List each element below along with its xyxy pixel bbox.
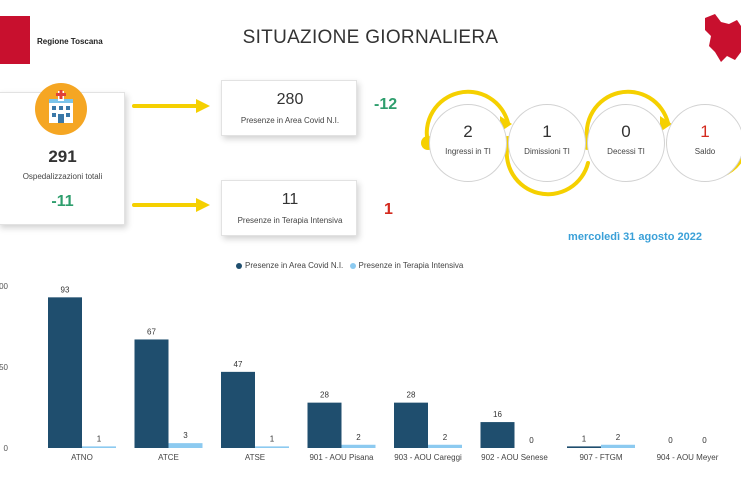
page-title: SITUAZIONE GIORNALIERA — [242, 27, 499, 48]
covid-area-delta: -12 — [374, 96, 398, 113]
covid-area-label: Presenze in Area Covid N.I. — [240, 116, 340, 125]
y-tick-label: 100 — [0, 282, 9, 291]
data-label: 28 — [320, 391, 329, 400]
total-hospitalizations-label: Ospedalizzazioni totali — [22, 172, 103, 181]
intensive-care-label: Presenze in Terapia Intensiva — [237, 216, 343, 225]
covid-area-card: 280 Presenze in Area Covid N.I. — [221, 80, 357, 136]
flow-circle-saldo: 1 Saldo — [666, 104, 741, 182]
total-hospitalizations-delta: -11 — [51, 193, 74, 210]
flow-label-ingressi: Ingressi in TI — [445, 147, 491, 156]
data-label: 67 — [147, 327, 156, 336]
flow-circle-decessi: 0 Decessi TI — [587, 104, 665, 182]
bar-covid — [307, 402, 342, 448]
bar-ti — [255, 446, 289, 448]
logo-text: Regione Toscana — [37, 37, 103, 46]
x-tick-label: ATNO — [71, 453, 93, 462]
flow-circle-dimissioni: 1 Dimissioni TI — [508, 104, 586, 182]
bar-ti — [168, 443, 203, 448]
x-tick-label: ATSE — [245, 453, 265, 462]
data-label: 3 — [183, 431, 188, 440]
data-label: 0 — [702, 436, 707, 445]
legend-label-covid: Presenze in Area Covid N.I. — [245, 261, 344, 270]
bar-covid — [567, 446, 601, 448]
bar-ti — [82, 446, 116, 448]
x-tick-label: ATCE — [158, 453, 179, 462]
bar-covid — [134, 339, 169, 448]
intensive-care-delta: 1 — [384, 201, 393, 218]
x-tick-label: 903 - AOU Careggi — [394, 453, 462, 462]
flow-circle-ingressi: 2 Ingressi in TI — [429, 104, 507, 182]
hospital-icon — [35, 83, 87, 135]
intensive-care-card: 11 Presenze in Terapia Intensiva — [221, 180, 357, 236]
flow-label-saldo: Saldo — [694, 147, 716, 156]
x-tick-label: 902 - AOU Senese — [481, 453, 548, 462]
bar-ti — [601, 444, 635, 448]
legend-item-ti: Presenze in Terapia Intensiva — [349, 261, 464, 270]
bar-ti — [428, 444, 462, 448]
report-date: mercoledì 31 agosto 2022 — [568, 231, 702, 243]
data-label: 1 — [270, 434, 275, 443]
regione-toscana-logo — [0, 16, 30, 64]
data-label: 93 — [61, 285, 70, 294]
chart-legend: Presenze in Area Covid N.I. Presenze in … — [236, 261, 467, 271]
y-tick-label: 50 — [0, 363, 9, 372]
x-tick-label: 901 - AOU Pisana — [309, 453, 374, 462]
bar-ti — [341, 444, 376, 448]
data-label: 2 — [356, 433, 361, 442]
x-tick-label: 904 - AOU Meyer — [657, 453, 719, 462]
data-label: 2 — [616, 433, 621, 442]
data-label: 47 — [234, 360, 243, 369]
data-label: 0 — [668, 436, 673, 445]
data-label: 2 — [443, 433, 448, 442]
data-label: 16 — [493, 410, 502, 419]
bar-chart: 100500931ATNO673ATCE471ATSE282901 - AOU … — [0, 282, 719, 462]
data-label: 0 — [529, 436, 534, 445]
tuscany-map-icon — [705, 14, 741, 62]
flow-value-dimissioni: 1 — [542, 122, 552, 141]
legend-label-ti: Presenze in Terapia Intensiva — [358, 261, 464, 270]
bar-covid — [48, 297, 82, 448]
legend-item-covid: Presenze in Area Covid N.I. — [236, 261, 343, 270]
intensive-care-value: 11 — [281, 191, 299, 208]
total-hospitalizations-value: 291 — [48, 147, 77, 166]
y-tick-label: 0 — [4, 444, 9, 453]
legend-swatch-ti — [349, 262, 356, 269]
total-hospitalizations-card: 291 Ospedalizzazioni totali -11 — [0, 83, 125, 225]
bar-covid — [221, 371, 255, 448]
flow-label-decessi: Decessi TI — [607, 147, 645, 156]
legend-swatch-covid — [236, 262, 242, 269]
bar-covid — [394, 402, 428, 448]
covid-area-value: 280 — [276, 91, 304, 108]
flow-value-ingressi: 2 — [463, 122, 473, 141]
data-label: 1 — [97, 434, 102, 443]
flow-label-dimissioni: Dimissioni TI — [524, 147, 570, 156]
data-label: 1 — [582, 434, 587, 443]
flow-value-saldo: 1 — [700, 122, 710, 141]
x-tick-label: 907 - FTGM — [579, 453, 622, 462]
bar-covid — [480, 422, 515, 448]
flow-value-decessi: 0 — [621, 122, 631, 141]
data-label: 28 — [407, 391, 416, 400]
